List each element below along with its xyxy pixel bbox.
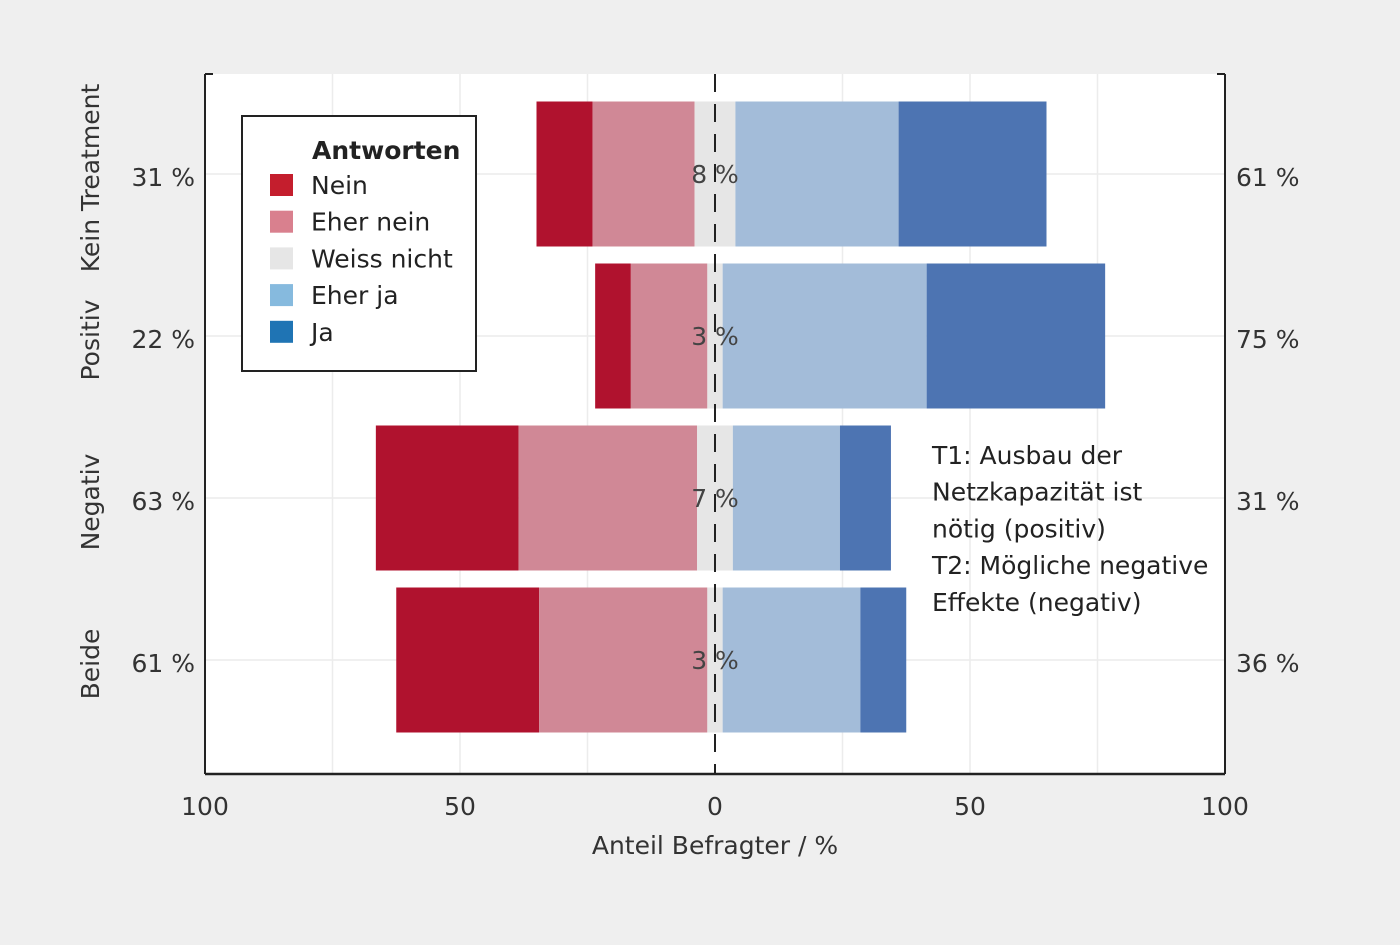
legend-swatch	[270, 284, 293, 307]
left-total: 31 %	[131, 163, 195, 192]
x-tick-label: 50	[444, 792, 476, 821]
legend-title: Antworten	[312, 136, 460, 165]
center-label: 3 %	[691, 646, 739, 675]
legend-swatch	[270, 210, 293, 233]
legend-label: Ja	[309, 318, 334, 347]
legend-swatch	[270, 320, 293, 343]
right-total: 61 %	[1236, 163, 1300, 192]
legend: Antworten Nein Eher nein Weiss nicht Eher j…	[241, 115, 477, 372]
annotation-line: T2: Mögliche negative	[931, 551, 1208, 580]
bar-segment	[839, 425, 891, 571]
x-axis: 100 50 0 50 100	[181, 73, 1249, 821]
bar-segment	[707, 263, 723, 409]
bar-segments	[375, 101, 1106, 733]
bar-segment	[536, 101, 593, 247]
right-totals: 61 % 75 % 31 % 36 %	[1236, 163, 1300, 678]
left-total: 61 %	[131, 649, 195, 678]
bar-segment	[722, 587, 861, 733]
bar-segment	[722, 263, 927, 409]
annotation-line: Netzkapazität ist	[932, 478, 1142, 507]
row-labels: Kein Treatment Positiv Negativ Beide	[76, 84, 105, 700]
right-total: 75 %	[1236, 325, 1300, 354]
bar-segment	[595, 263, 631, 409]
left-totals: 31 % 22 % 63 % 61 %	[131, 163, 195, 678]
left-total: 63 %	[131, 487, 195, 516]
right-total: 36 %	[1236, 649, 1300, 678]
bar-segment	[732, 425, 840, 571]
bar-segment	[898, 101, 1047, 247]
bar-segment	[396, 587, 540, 733]
legend-label: Eher nein	[311, 208, 430, 237]
row-label: Positiv	[76, 299, 105, 380]
legend-label: Eher ja	[311, 281, 399, 310]
right-total: 31 %	[1236, 487, 1300, 516]
annotation-line: Effekte (negativ)	[932, 588, 1141, 617]
legend-swatch	[270, 247, 293, 270]
annotation-text: T1: Ausbau der Netzkapazität ist nötig (po…	[931, 441, 1208, 617]
x-axis-label: Anteil Befragter / %	[592, 831, 838, 860]
bar-segment	[735, 101, 899, 247]
bar-segment	[592, 101, 695, 247]
bar-segment	[630, 263, 708, 409]
left-total: 22 %	[131, 325, 195, 354]
row-label: Negativ	[76, 453, 105, 550]
center-label: 3 %	[691, 322, 739, 351]
center-label: 7 %	[691, 484, 739, 513]
row-label: Beide	[76, 629, 105, 700]
bar-segment	[375, 425, 519, 571]
bar-segment	[539, 587, 708, 733]
x-tick-label: 50	[954, 792, 986, 821]
annotation-line: nötig (positiv)	[932, 514, 1106, 543]
center-label: 8 %	[691, 160, 739, 189]
legend-swatch	[270, 174, 293, 196]
annotation-line: T1: Ausbau der	[931, 441, 1123, 470]
center-labels: 8 % 3 % 7 % 3 %	[691, 160, 739, 675]
x-tick-label: 100	[181, 792, 229, 821]
x-tick-label: 100	[1201, 792, 1249, 821]
x-tick-label: 0	[707, 792, 723, 821]
legend-label: Nein	[311, 171, 368, 200]
bar-segment	[926, 263, 1106, 409]
row-label: Kein Treatment	[76, 84, 105, 273]
bar-segment	[518, 425, 698, 571]
legend-label: Weiss nicht	[311, 244, 453, 273]
bar-segment	[860, 587, 907, 733]
